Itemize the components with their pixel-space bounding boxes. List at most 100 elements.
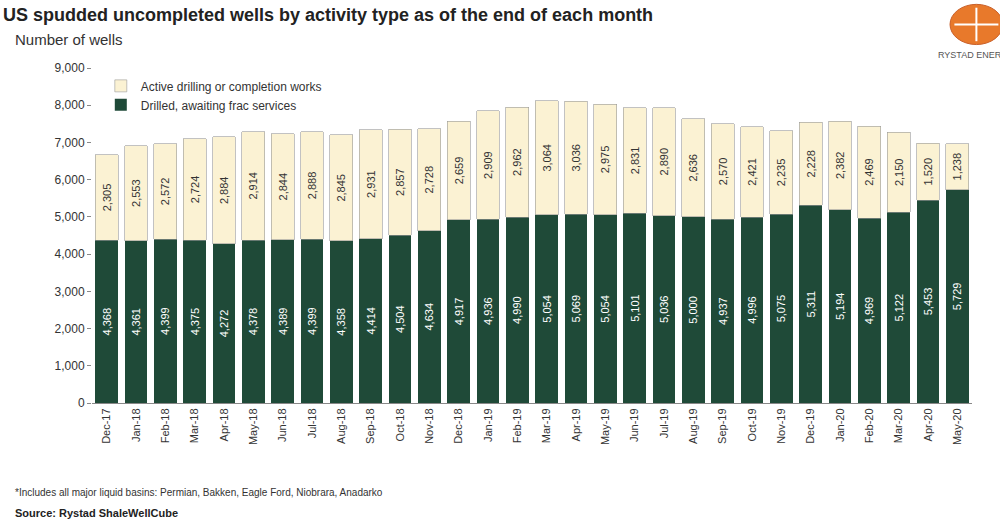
svg-text:Dec-19: Dec-19 <box>804 408 816 443</box>
svg-text:5,453: 5,453 <box>922 288 934 316</box>
svg-text:2,150: 2,150 <box>893 159 905 187</box>
svg-text:6,000: 6,000 <box>55 173 85 187</box>
svg-text:4,368: 4,368 <box>101 308 113 336</box>
svg-text:4,414: 4,414 <box>365 307 377 335</box>
svg-text:5,054: 5,054 <box>599 295 611 323</box>
svg-text:Nov-18: Nov-18 <box>423 408 435 443</box>
svg-text:RYSTAD ENERGY: RYSTAD ENERGY <box>938 50 1000 60</box>
svg-text:Jun-19: Jun-19 <box>628 408 640 442</box>
svg-text:2,888: 2,888 <box>306 172 318 200</box>
svg-text:5,101: 5,101 <box>629 294 641 322</box>
svg-text:Apr-18: Apr-18 <box>218 408 230 441</box>
svg-text:Nov-19: Nov-19 <box>775 408 787 443</box>
svg-text:0: 0 <box>78 396 85 410</box>
svg-text:Mar-20: Mar-20 <box>892 408 904 443</box>
svg-text:1,520: 1,520 <box>922 158 934 186</box>
svg-text:Jun-18: Jun-18 <box>276 408 288 442</box>
svg-text:May-19: May-19 <box>599 408 611 445</box>
svg-text:Feb-18: Feb-18 <box>159 408 171 443</box>
svg-text:2,228: 2,228 <box>805 150 817 178</box>
svg-text:5,054: 5,054 <box>541 295 553 323</box>
svg-text:5,311: 5,311 <box>805 291 817 318</box>
svg-text:2,890: 2,890 <box>658 148 670 176</box>
svg-text:Mar-19: Mar-19 <box>540 408 552 443</box>
svg-text:4,272: 4,272 <box>218 310 230 338</box>
svg-text:US spudded uncompleted wells b: US spudded uncompleted wells by activity… <box>3 5 653 25</box>
svg-text:4,504: 4,504 <box>394 305 406 333</box>
svg-text:5,000: 5,000 <box>55 210 85 224</box>
svg-text:2,570: 2,570 <box>717 158 729 186</box>
svg-text:4,996: 4,996 <box>746 296 758 324</box>
svg-text:4,000: 4,000 <box>55 247 85 261</box>
svg-text:Sep-18: Sep-18 <box>364 408 376 443</box>
svg-text:2,914: 2,914 <box>247 172 259 200</box>
svg-text:Jul-19: Jul-19 <box>658 408 670 438</box>
svg-text:May-20: May-20 <box>951 408 963 445</box>
svg-text:2,000: 2,000 <box>55 322 85 336</box>
svg-text:2,724: 2,724 <box>189 176 201 204</box>
svg-text:Sep-19: Sep-19 <box>716 408 728 443</box>
svg-text:2,382: 2,382 <box>834 152 846 180</box>
svg-text:2,421: 2,421 <box>746 158 758 186</box>
svg-text:Apr-20: Apr-20 <box>922 408 934 441</box>
svg-text:5,122: 5,122 <box>893 294 905 322</box>
svg-text:4,389: 4,389 <box>277 308 289 336</box>
svg-text:4,634: 4,634 <box>423 303 435 331</box>
svg-text:5,000: 5,000 <box>687 296 699 324</box>
svg-text:Number of wells: Number of wells <box>15 31 123 48</box>
svg-text:2,305: 2,305 <box>101 184 113 212</box>
svg-text:Feb-20: Feb-20 <box>863 408 875 443</box>
svg-text:Oct-19: Oct-19 <box>746 408 758 441</box>
svg-text:2,975: 2,975 <box>599 146 611 174</box>
svg-text:2,469: 2,469 <box>863 158 875 186</box>
svg-text:3,036: 3,036 <box>570 144 582 172</box>
svg-text:Mar-18: Mar-18 <box>188 408 200 443</box>
svg-text:8,000: 8,000 <box>55 98 85 112</box>
svg-text:2,884: 2,884 <box>218 177 230 205</box>
svg-text:2,831: 2,831 <box>629 147 641 175</box>
svg-text:5,075: 5,075 <box>775 295 787 323</box>
svg-text:5,729: 5,729 <box>951 283 963 311</box>
svg-text:4,969: 4,969 <box>863 297 875 325</box>
svg-text:Dec-17: Dec-17 <box>100 408 112 443</box>
svg-text:1,238: 1,238 <box>951 153 963 181</box>
svg-text:9,000: 9,000 <box>55 61 85 75</box>
svg-text:Jan-19: Jan-19 <box>482 408 494 442</box>
svg-text:4,917: 4,917 <box>453 298 465 326</box>
svg-text:Aug-18: Aug-18 <box>335 408 347 443</box>
svg-text:Jul-18: Jul-18 <box>306 408 318 438</box>
svg-text:2,962: 2,962 <box>511 148 523 176</box>
svg-text:Source: Rystad ShaleWellCube: Source: Rystad ShaleWellCube <box>15 507 178 519</box>
svg-text:2,553: 2,553 <box>130 179 142 207</box>
svg-text:4,399: 4,399 <box>159 307 171 335</box>
svg-text:2,844: 2,844 <box>277 173 289 201</box>
svg-text:2,845: 2,845 <box>335 174 347 202</box>
svg-text:4,936: 4,936 <box>482 297 494 325</box>
svg-text:4,990: 4,990 <box>511 296 523 324</box>
svg-text:3,064: 3,064 <box>541 144 553 172</box>
svg-text:5,194: 5,194 <box>834 293 846 321</box>
svg-text:2,636: 2,636 <box>687 154 699 182</box>
svg-text:Aug-19: Aug-19 <box>687 408 699 443</box>
svg-text:2,728: 2,728 <box>423 166 435 194</box>
svg-text:2,659: 2,659 <box>453 157 465 185</box>
svg-text:7,000: 7,000 <box>55 136 85 150</box>
svg-text:2,857: 2,857 <box>394 168 406 196</box>
svg-text:Dec-18: Dec-18 <box>452 408 464 443</box>
svg-text:4,358: 4,358 <box>335 308 347 336</box>
svg-text:2,909: 2,909 <box>482 151 494 179</box>
svg-text:Active drilling or completion: Active drilling or completion works <box>141 80 322 94</box>
svg-text:4,937: 4,937 <box>717 297 729 325</box>
svg-text:5,036: 5,036 <box>658 296 670 324</box>
svg-text:1,000: 1,000 <box>55 359 85 373</box>
svg-text:5,069: 5,069 <box>570 295 582 323</box>
svg-text:2,931: 2,931 <box>365 170 377 198</box>
svg-text:Drilled, awaiting frac service: Drilled, awaiting frac services <box>141 99 296 113</box>
svg-text:Jan-20: Jan-20 <box>834 408 846 442</box>
svg-text:Apr-19: Apr-19 <box>570 408 582 441</box>
svg-text:3,000: 3,000 <box>55 285 85 299</box>
svg-text:Oct-18: Oct-18 <box>394 408 406 441</box>
svg-text:4,399: 4,399 <box>306 307 318 335</box>
svg-text:2,235: 2,235 <box>775 159 787 187</box>
svg-text:May-18: May-18 <box>247 408 259 445</box>
